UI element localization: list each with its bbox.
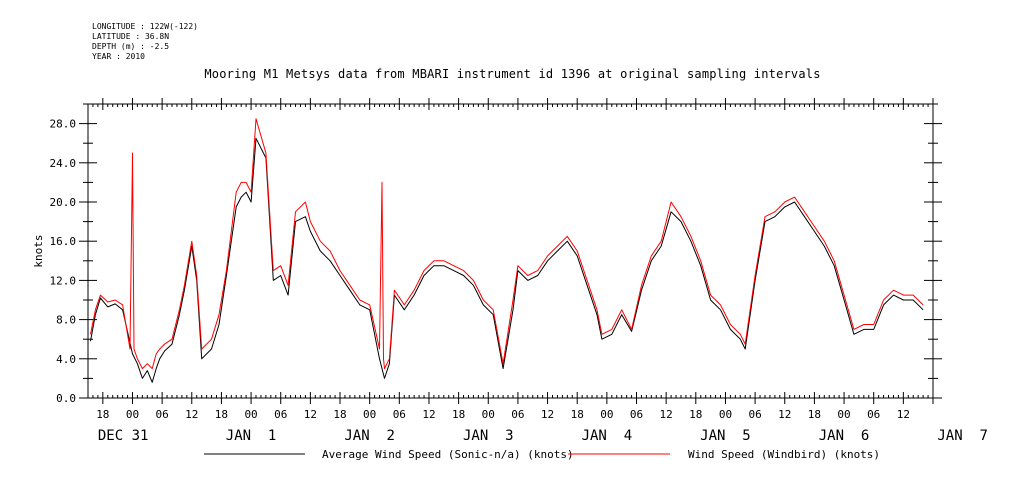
x-day-label: JAN 5 (700, 428, 751, 444)
y-tick-label: 12.0 (50, 274, 77, 287)
x-day-label: JAN 1 (226, 428, 277, 444)
longitude-text: LONGITUDE : 122W(-122) (92, 22, 198, 31)
x-day-label: JAN 3 (463, 428, 514, 444)
x-hour-label: 18 (333, 408, 346, 421)
x-hour-label: 12 (897, 408, 910, 421)
x-hour-label: 00 (600, 408, 613, 421)
legend-label-sonic: Average Wind Speed (Sonic-n/a) (knots) (322, 448, 574, 461)
x-day-label: JAN 2 (344, 428, 395, 444)
x-hour-label: 12 (304, 408, 317, 421)
x-hour-label: 12 (778, 408, 791, 421)
depth-text: DEPTH (m) : -2.5 (92, 42, 170, 51)
x-hour-label: 00 (363, 408, 376, 421)
y-axis-label: knots (32, 234, 45, 267)
x-hour-label: 00 (719, 408, 732, 421)
x-hour-label: 00 (837, 408, 850, 421)
x-hour-label: 18 (96, 408, 109, 421)
x-hour-label: 00 (126, 408, 139, 421)
x-hour-label: 18 (571, 408, 584, 421)
legend-label-windbird: Wind Speed (Windbird) (knots) (688, 448, 880, 461)
x-hour-label: 18 (215, 408, 228, 421)
chart-title: Mooring M1 Metsys data from MBARI instru… (204, 67, 821, 81)
x-hour-label: 12 (660, 408, 673, 421)
x-hour-label: 18 (452, 408, 465, 421)
series-line-sonic (90, 137, 924, 383)
y-tick-label: 28.0 (50, 118, 77, 131)
x-day-label: JAN 7 (937, 428, 988, 444)
year-text: YEAR : 2010 (92, 52, 145, 61)
x-hour-label: 06 (155, 408, 168, 421)
y-tick-label: 0.0 (56, 392, 76, 405)
x-hour-label: 06 (393, 408, 406, 421)
x-hour-label: 12 (185, 408, 198, 421)
x-hour-label: 06 (511, 408, 524, 421)
x-hour-label: 06 (748, 408, 761, 421)
x-day-label: JAN 6 (819, 428, 870, 444)
x-hour-label: 06 (274, 408, 287, 421)
x-day-label: JAN 4 (582, 428, 633, 444)
x-hour-label: 18 (689, 408, 702, 421)
y-tick-label: 16.0 (50, 235, 77, 248)
y-tick-label: 4.0 (56, 353, 76, 366)
metadata-block: LONGITUDE : 122W(-122) LATITUDE : 36.8N … (92, 22, 198, 62)
x-hour-label: 18 (808, 408, 821, 421)
x-hour-label: 12 (422, 408, 435, 421)
plot-frame (87, 103, 934, 399)
series-line-windbird (90, 118, 924, 370)
x-day-label: DEC 31 (98, 428, 149, 444)
x-hour-label: 06 (867, 408, 880, 421)
x-hour-label: 06 (630, 408, 643, 421)
x-hour-label: 12 (541, 408, 554, 421)
x-hour-label: 00 (482, 408, 495, 421)
y-tick-label: 20.0 (50, 196, 77, 209)
y-tick-label: 24.0 (50, 157, 77, 170)
x-hour-label: 00 (244, 408, 257, 421)
latitude-text: LATITUDE : 36.8N (92, 32, 170, 41)
y-tick-label: 8.0 (56, 314, 76, 327)
